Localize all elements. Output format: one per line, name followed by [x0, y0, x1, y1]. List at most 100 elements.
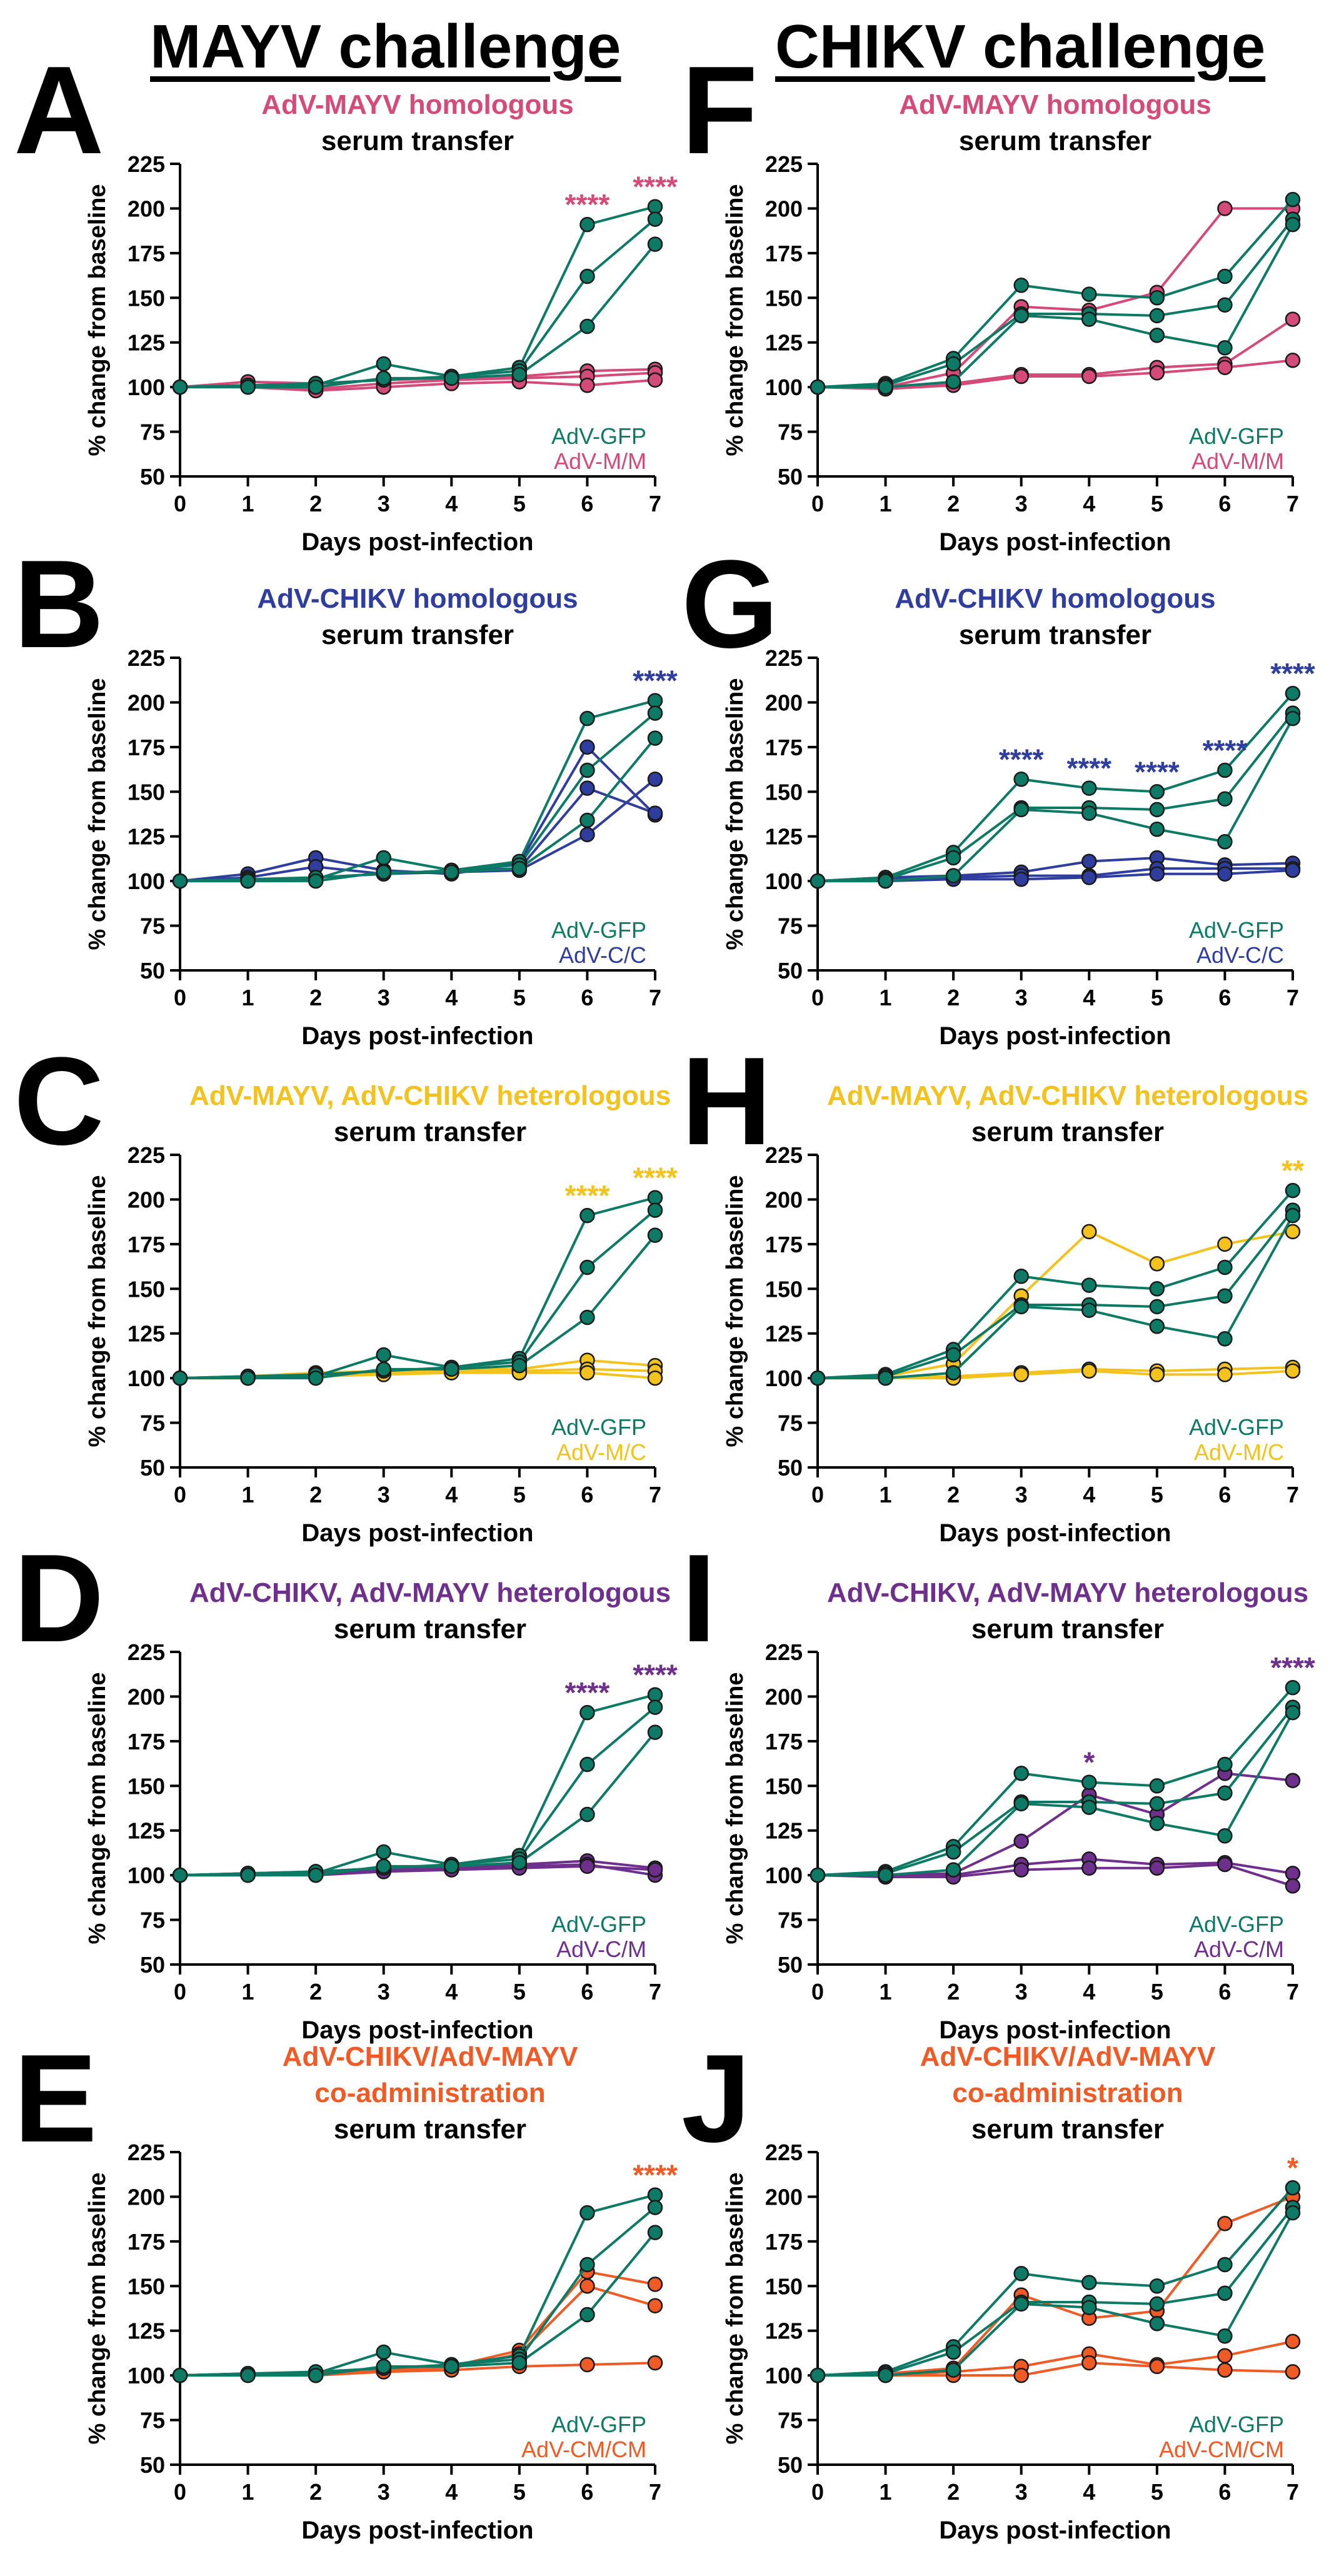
y-axis-label: % change from baseline	[722, 1672, 748, 1944]
y-tick-label: 125	[765, 330, 803, 356]
x-tick-label: 0	[811, 1482, 824, 1507]
comparison-series-point	[647, 805, 663, 821]
gfp-series-point	[579, 1309, 595, 1326]
gfp-series-point	[1285, 191, 1301, 208]
y-tick-label: 225	[765, 1639, 803, 1665]
x-tick-label: 4	[445, 985, 458, 1010]
gfp-series-point	[579, 762, 595, 778]
x-tick-label: 7	[1286, 1482, 1299, 1507]
gfp-series-point	[1081, 2275, 1097, 2290]
x-tick-label: 1	[880, 1979, 892, 2005]
x-tick-label: 3	[1015, 491, 1028, 516]
gfp-series-point	[810, 873, 826, 889]
legend-entry-gfp: AdV-GFP	[551, 1911, 646, 1937]
gfp-series-point	[240, 873, 256, 889]
gfp-series-point	[1285, 2205, 1301, 2221]
gfp-series-point	[878, 1370, 893, 1386]
x-tick-label: 4	[1083, 2479, 1095, 2505]
x-tick-label: 5	[1151, 2479, 1163, 2505]
panel-D: D AdV-CHIKV, AdV-MAYV heterologous serum t…	[14, 1529, 678, 2044]
y-tick-label: 175	[128, 241, 165, 266]
x-tick-label: 1	[242, 1482, 254, 1507]
panel-title-colored: AdV-CHIKV/AdV-MAYV	[283, 2041, 578, 2072]
y-tick-label: 225	[765, 645, 803, 671]
gfp-series-point	[444, 2358, 459, 2375]
gfp-series-point	[1149, 290, 1165, 306]
y-tick-label: 150	[128, 1773, 165, 1799]
y-tick-label: 50	[778, 2452, 803, 2478]
y-tick-label: 175	[128, 735, 165, 760]
y-tick-label: 125	[128, 330, 165, 356]
legend-entry-gfp: AdV-GFP	[1189, 2412, 1284, 2437]
y-tick-label: 200	[765, 690, 803, 715]
comparison-series-point	[1149, 1256, 1165, 1272]
comparison-series-point	[1217, 2216, 1233, 2231]
y-tick-label: 125	[128, 1818, 165, 1844]
gfp-series-point	[1285, 1679, 1301, 1696]
gfp-series-point	[647, 705, 663, 721]
gfp-series-point	[1285, 1704, 1301, 1721]
gfp-series-point	[1013, 308, 1029, 324]
x-tick-label: 5	[513, 2479, 526, 2505]
legend-entry-gfp: AdV-GFP	[551, 423, 646, 449]
significance-marker: **	[1281, 1154, 1304, 1187]
x-tick-label: 7	[1286, 491, 1299, 516]
y-tick-label: 100	[765, 1366, 803, 1391]
gfp-series-point	[1149, 1796, 1165, 1812]
gfp-series-line	[817, 198, 1294, 389]
panel-title-colored: AdV-MAYV homologous	[261, 89, 574, 120]
x-tick-label: 0	[174, 985, 186, 1010]
legend-entry-comparison: AdV-CM/CM	[521, 2437, 646, 2462]
x-tick-label: 0	[174, 2479, 186, 2505]
gfp-series-point	[1217, 1828, 1233, 1844]
gfp-series-point	[647, 1724, 663, 1740]
comparison-series-point	[579, 1858, 595, 1874]
panel-H: H AdV-MAYV, AdV-CHIKV heterologous serum t…	[681, 1032, 1308, 1547]
panel-letter: D	[14, 1529, 104, 1668]
gfp-series-point	[1081, 1277, 1097, 1293]
y-tick-label: 175	[128, 2229, 165, 2255]
panel-letter: F	[681, 41, 758, 180]
comparison-series-point	[579, 780, 595, 796]
comparison-series-point	[647, 2298, 663, 2313]
y-tick-label: 175	[765, 1232, 803, 1257]
comparison-series-point	[1217, 1856, 1233, 1873]
gfp-series-point	[647, 2225, 663, 2240]
y-tick-label: 50	[140, 1952, 165, 1978]
x-tick-label: 5	[1151, 491, 1163, 516]
y-axis-label: % change from baseline	[84, 1672, 111, 1944]
gfp-series-point	[172, 379, 188, 395]
y-tick-label: 225	[128, 645, 165, 671]
gfp-series-point	[1081, 805, 1097, 821]
gfp-series-point	[1217, 1331, 1233, 1347]
x-axis-label: Days post-infection	[301, 528, 533, 556]
comparison-series-point	[1013, 1367, 1029, 1382]
panel-title-black: serum transfer	[971, 1117, 1164, 1147]
x-tick-label: 6	[1218, 1979, 1231, 2005]
gfp-series-point	[240, 379, 256, 395]
gfp-series-line	[179, 712, 656, 883]
gfp-series-line	[817, 218, 1294, 389]
x-axis-label: Days post-infection	[939, 2517, 1171, 2544]
significance-marker: ****	[1135, 755, 1180, 788]
gfp-series-point	[878, 2367, 893, 2383]
gfp-series-line	[818, 1215, 1294, 1380]
gfp-series-point	[1149, 802, 1165, 818]
comparison-series-point	[1013, 1833, 1029, 1849]
gfp-series-point	[240, 2367, 256, 2383]
gfp-series-line	[180, 1731, 656, 1877]
y-tick-label: 175	[128, 1729, 165, 1754]
gfp-series-point	[1081, 286, 1097, 302]
y-tick-label: 150	[765, 285, 803, 311]
x-tick-label: 1	[880, 2479, 892, 2505]
gfp-series-point	[1149, 308, 1165, 324]
x-tick-label: 6	[581, 985, 593, 1010]
y-tick-label: 100	[128, 375, 165, 400]
gfp-series-point	[945, 1347, 961, 1363]
x-tick-label: 4	[445, 491, 458, 516]
y-tick-label: 100	[765, 375, 803, 400]
y-tick-label: 150	[765, 1773, 803, 1799]
gfp-series-point	[376, 1844, 391, 1860]
